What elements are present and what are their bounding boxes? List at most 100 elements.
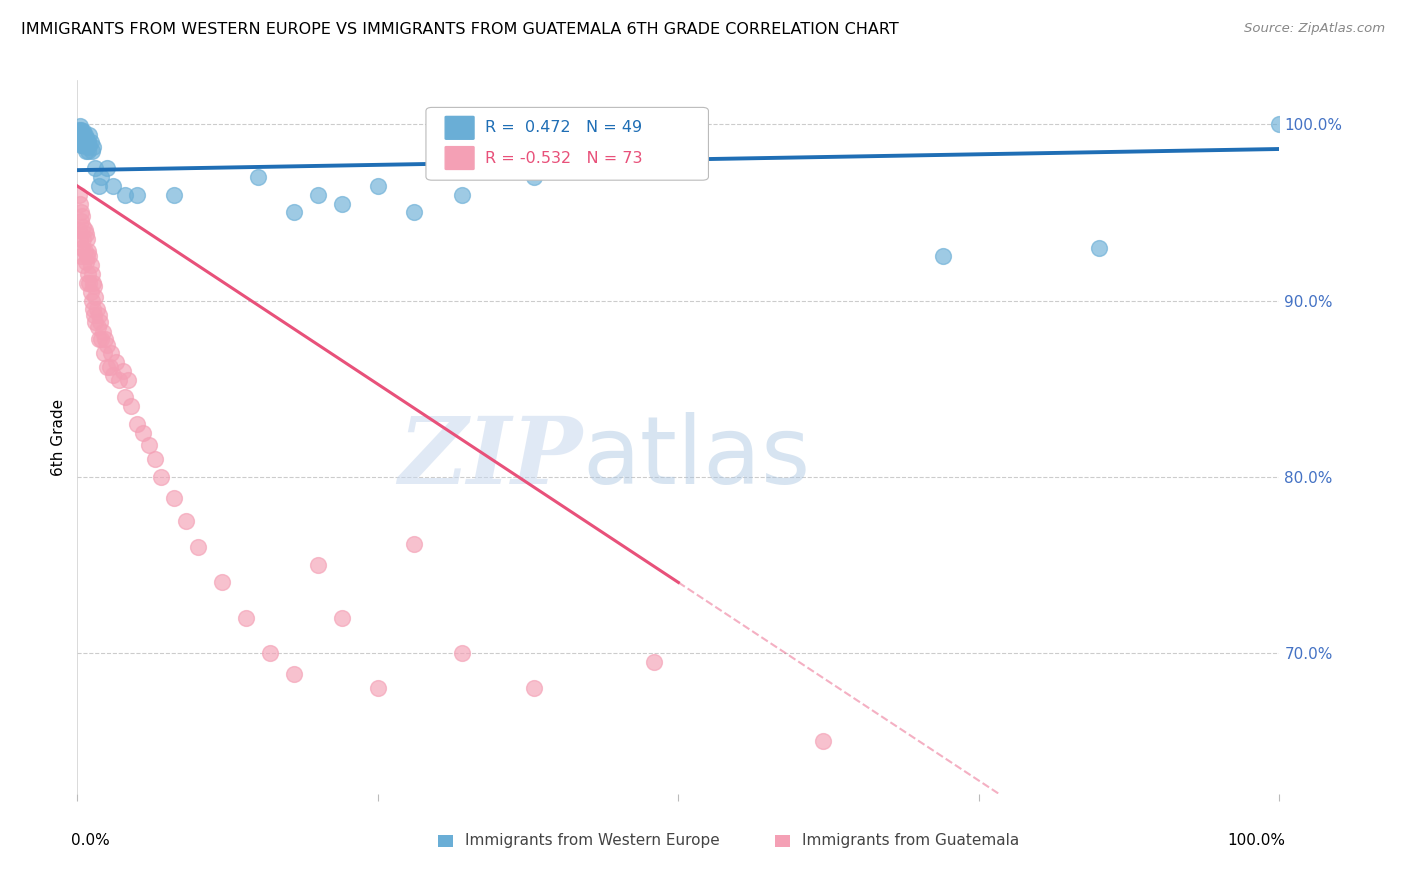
Point <box>70 138 93 153</box>
Point <box>330 196 353 211</box>
Point <box>69 196 91 211</box>
Point <box>127 417 149 431</box>
Point <box>108 373 131 387</box>
Point <box>932 250 955 264</box>
Point <box>77 135 100 149</box>
Point <box>86 302 108 317</box>
Point <box>73 135 96 149</box>
FancyBboxPatch shape <box>426 107 709 180</box>
Point <box>76 140 98 154</box>
Point <box>70 138 93 153</box>
Text: R = -0.532   N = 73: R = -0.532 N = 73 <box>485 151 643 166</box>
Text: 100.0%: 100.0% <box>1227 833 1285 848</box>
Point <box>307 187 329 202</box>
Point <box>73 244 96 259</box>
Point <box>132 425 155 440</box>
Point <box>90 170 112 185</box>
Text: atlas: atlas <box>582 412 810 505</box>
Point <box>402 537 425 551</box>
Point <box>70 131 93 145</box>
Point <box>117 373 139 387</box>
Point <box>77 244 100 259</box>
Point <box>307 558 329 572</box>
Point <box>114 187 136 202</box>
Point <box>79 138 101 153</box>
Point <box>76 232 98 246</box>
Point <box>96 161 118 176</box>
Text: Source: ZipAtlas.com: Source: ZipAtlas.com <box>1244 22 1385 36</box>
Point <box>72 232 94 246</box>
Point <box>70 133 93 147</box>
Bar <box>439 835 453 847</box>
Point <box>70 126 93 140</box>
Point <box>111 364 134 378</box>
Point <box>70 214 93 228</box>
Point <box>80 144 103 158</box>
Point <box>186 540 209 554</box>
Point <box>1088 241 1111 255</box>
Point <box>80 267 103 281</box>
Point <box>87 320 110 334</box>
Point <box>259 646 281 660</box>
Point <box>75 144 97 158</box>
Point <box>77 144 100 158</box>
Point <box>87 308 110 322</box>
Point <box>72 258 94 272</box>
Point <box>79 250 101 264</box>
Point <box>90 332 112 346</box>
Point <box>67 223 90 237</box>
Point <box>69 232 91 246</box>
FancyBboxPatch shape <box>446 117 474 139</box>
Point <box>70 205 93 219</box>
Point <box>79 135 101 149</box>
Point <box>84 315 107 329</box>
Point <box>283 205 305 219</box>
Point <box>70 122 93 136</box>
Point <box>104 355 127 369</box>
Point <box>79 128 101 142</box>
Point <box>76 133 98 147</box>
Point <box>70 128 93 142</box>
Point <box>211 575 233 590</box>
Point <box>75 131 97 145</box>
Point <box>76 250 98 264</box>
Point <box>523 681 546 695</box>
Point <box>150 469 173 483</box>
Point <box>67 187 90 202</box>
Point <box>283 667 305 681</box>
Point <box>79 285 101 299</box>
Point <box>87 332 110 346</box>
Point <box>174 514 197 528</box>
Point <box>70 209 93 223</box>
Point <box>100 346 122 360</box>
Point <box>84 161 107 176</box>
Point <box>83 279 105 293</box>
Point <box>145 452 167 467</box>
Point <box>103 368 125 382</box>
Point <box>330 610 353 624</box>
Point <box>114 391 136 405</box>
Point <box>70 241 93 255</box>
Point <box>120 399 142 413</box>
Text: Immigrants from Guatemala: Immigrants from Guatemala <box>801 833 1019 848</box>
Point <box>89 315 111 329</box>
Point <box>77 267 100 281</box>
Point <box>96 337 118 351</box>
Point <box>72 219 94 234</box>
Point <box>367 179 389 194</box>
Text: R =  0.472   N = 49: R = 0.472 N = 49 <box>485 120 643 136</box>
Point <box>73 223 96 237</box>
Point <box>367 681 389 695</box>
Point <box>94 332 117 346</box>
Point <box>1268 117 1291 131</box>
Point <box>82 302 104 317</box>
Point <box>127 187 149 202</box>
Point <box>811 734 834 748</box>
Point <box>69 135 91 149</box>
Point <box>138 438 160 452</box>
Text: Immigrants from Western Europe: Immigrants from Western Europe <box>465 833 720 848</box>
Point <box>96 360 118 375</box>
Point <box>72 136 94 151</box>
Point <box>80 293 103 308</box>
Point <box>69 124 91 138</box>
